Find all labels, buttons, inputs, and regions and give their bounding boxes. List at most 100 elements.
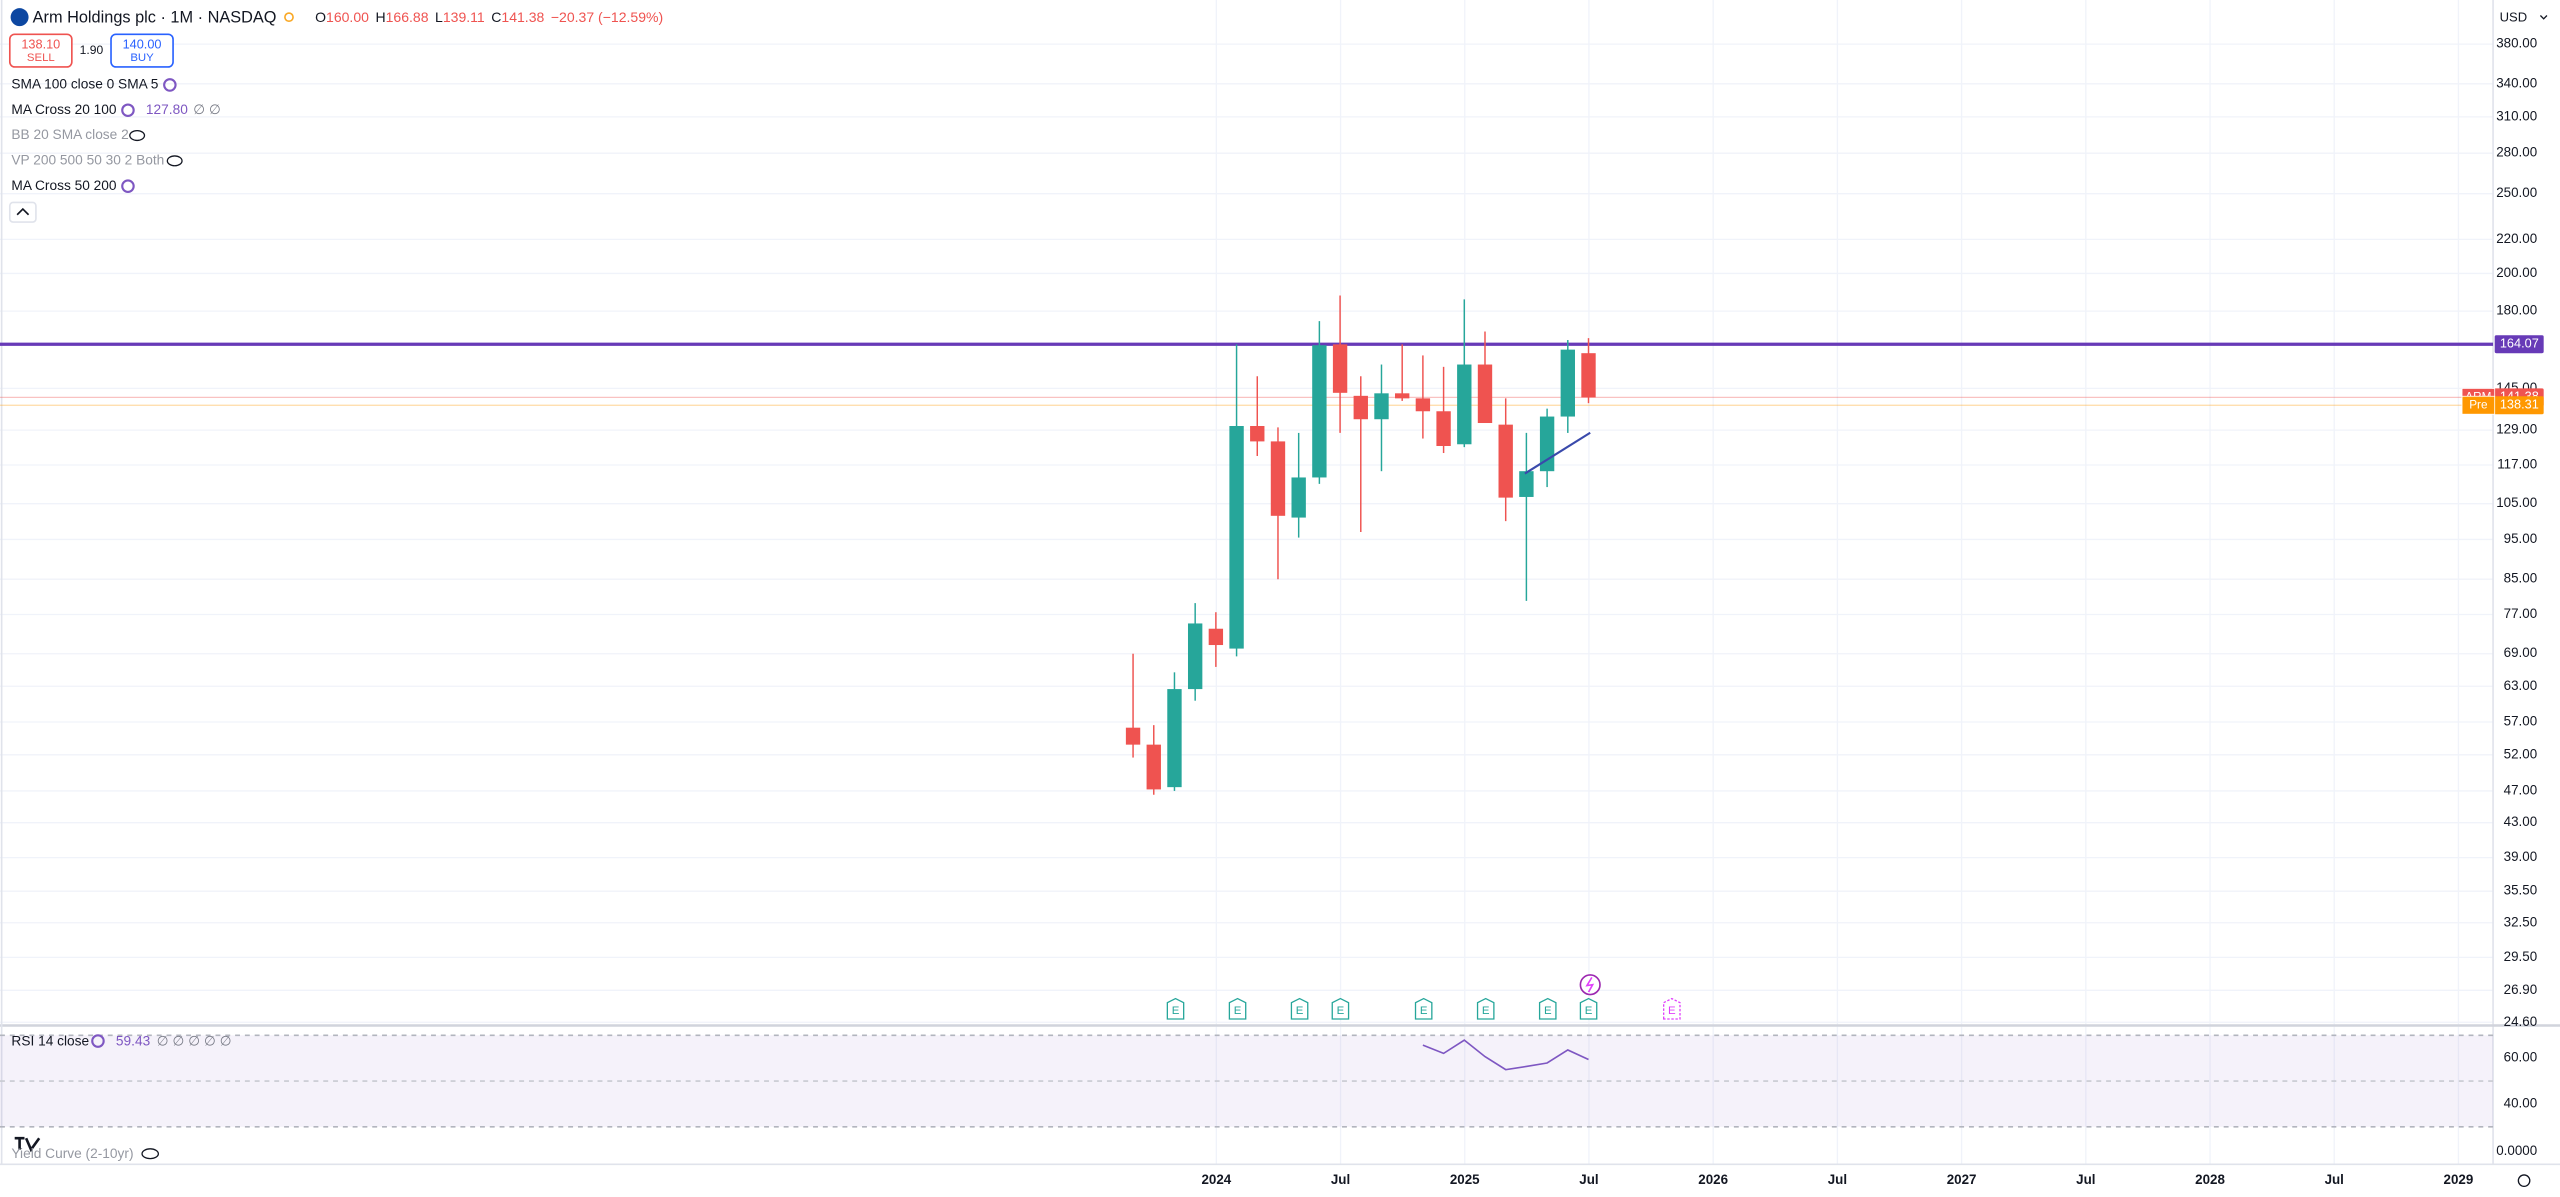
ohlc-key: L — [435, 9, 443, 25]
sell-price: 138.10 — [21, 36, 60, 51]
sell-label: SELL — [27, 52, 55, 64]
price-tick-label: 47.00 — [2504, 782, 2537, 797]
earnings-letter: E — [1482, 1005, 1490, 1017]
market-status-icon — [284, 12, 294, 23]
time-tick-label: Jul — [1579, 1172, 1598, 1187]
price-tick-label: 63.00 — [2504, 678, 2537, 693]
earnings-letter: E — [1585, 1005, 1593, 1017]
ohlc-value: 160.00 — [326, 9, 369, 25]
candle-body — [1291, 477, 1306, 518]
rsi-extra: ∅ ∅ ∅ ∅ ∅ — [157, 1033, 232, 1048]
candle-body — [1581, 353, 1596, 398]
indicator-name[interactable]: VP 200 500 50 30 2 Both — [11, 152, 164, 167]
ohlc-values: O160.00 H166.88 L139.11 C141.38 −20.37 (−12.… — [315, 9, 663, 25]
price-tick-label: 77.00 — [2504, 606, 2537, 621]
price-tick-label: 310.00 — [2496, 108, 2537, 123]
earnings-letter: E — [1337, 1005, 1345, 1017]
settings-icon[interactable] — [2517, 1174, 2531, 1188]
ohlc-key: C — [491, 9, 501, 25]
sell-button[interactable] — [8, 33, 73, 68]
time-tick-label: 2026 — [1698, 1172, 1728, 1187]
price-tick-label: 340.00 — [2496, 75, 2537, 90]
time-tick-label: Jul — [2325, 1172, 2344, 1187]
yield-curve-name: Yield Curve (2-10yr) — [11, 1146, 133, 1161]
time-tick-label: 2027 — [1947, 1172, 1977, 1187]
candle-body — [1415, 398, 1431, 412]
price-tick-label: 85.00 — [2504, 571, 2537, 586]
earnings-letter: E — [1296, 1005, 1304, 1017]
grid — [0, 0, 2494, 1165]
symbol-title[interactable]: Arm Holdings plc · 1M · NASDAQ — [33, 8, 277, 26]
price-tick-label: 280.00 — [2496, 145, 2537, 160]
trend-line[interactable] — [1524, 431, 1591, 475]
price-label-box — [2494, 335, 2544, 354]
indicator-name[interactable]: MA Cross 20 100 — [11, 102, 116, 117]
candle-body — [1270, 441, 1286, 516]
price-tick-label: 220.00 — [2496, 231, 2537, 246]
candle-body — [1312, 345, 1327, 478]
price-label: 164.07 — [2500, 336, 2539, 351]
price-tag-box — [2461, 395, 2496, 415]
rsi-tick-label: 60.00 — [2504, 1050, 2537, 1065]
candle-body — [1395, 393, 1410, 399]
earnings-icon[interactable] — [1579, 997, 1598, 1020]
candle-body — [1477, 364, 1493, 424]
candle-body — [1250, 426, 1265, 442]
indicator-name[interactable]: SMA 100 close 0 SMA 5 — [11, 77, 158, 92]
time-tick-label: Jul — [1828, 1172, 1847, 1187]
rsi-value: 59.43 — [116, 1033, 151, 1048]
candle-body — [1519, 471, 1534, 497]
earnings-icon[interactable] — [1228, 997, 1247, 1020]
indicator-legend: SMA 100 close 0 SMA 5 MA Cross 20 100 127.… — [11, 77, 221, 193]
time-tick-label: Jul — [1331, 1172, 1350, 1187]
price-tick-label: 250.00 — [2496, 185, 2537, 200]
earnings-icon[interactable] — [1414, 997, 1433, 1020]
buy-label: BUY — [130, 52, 154, 64]
indicator-name[interactable]: MA Cross 50 200 — [11, 178, 116, 193]
earnings-icon[interactable] — [1476, 997, 1495, 1020]
earnings-icon[interactable] — [1331, 997, 1350, 1020]
price-tick-label: 32.50 — [2504, 914, 2537, 929]
price-tick-label: 39.00 — [2504, 849, 2537, 864]
price-tick-label: 52.00 — [2504, 746, 2537, 761]
indicator-name[interactable]: BB 20 SMA close 2 — [11, 127, 128, 142]
dividend-bolt — [1585, 976, 1595, 993]
indicator-settings-icon[interactable] — [121, 103, 135, 118]
indicator-settings-icon[interactable] — [121, 179, 135, 193]
hidden-eye-icon[interactable] — [141, 1148, 160, 1160]
rsi-name: RSI 14 close — [11, 1033, 89, 1048]
price-change: −20.37 (−12.59%) — [551, 9, 663, 25]
earnings-icon[interactable] — [1290, 997, 1309, 1020]
earnings-letter: E — [1172, 1005, 1180, 1017]
indicator-settings-icon[interactable] — [163, 78, 177, 92]
candle-body — [1353, 395, 1368, 420]
tv-logo — [14, 1136, 41, 1153]
collapse-button[interactable] — [8, 201, 37, 223]
ohlc-key: H — [375, 9, 385, 25]
rsi-tick-label: 40.00 — [2504, 1095, 2537, 1110]
price-tick-label: 95.00 — [2504, 531, 2537, 546]
price-tick-label: 26.90 — [2504, 982, 2537, 997]
earnings-icon[interactable] — [1663, 997, 1681, 1020]
earnings-icon[interactable] — [1538, 997, 1557, 1020]
rsi-settings-icon[interactable] — [91, 1034, 105, 1048]
candle-body — [1125, 727, 1141, 745]
candle-body — [1208, 628, 1224, 646]
symbol-logo — [10, 8, 29, 27]
buy-button[interactable] — [110, 33, 174, 68]
collapse-icon — [16, 207, 30, 216]
rsi-line — [1422, 1039, 1589, 1071]
earnings-icon[interactable] — [1166, 997, 1185, 1020]
time-tick-label: 2024 — [1201, 1172, 1231, 1187]
price-tick-label: 129.00 — [2496, 422, 2537, 437]
ohlc-key: O — [315, 9, 326, 25]
earnings-letter: E — [1420, 1005, 1428, 1017]
candle-body — [1332, 344, 1348, 393]
spread: 1.90 — [80, 43, 104, 57]
hidden-eye-icon — [129, 129, 146, 142]
price-tick-label: 69.00 — [2504, 645, 2537, 660]
currency[interactable]: USD — [2500, 9, 2528, 24]
